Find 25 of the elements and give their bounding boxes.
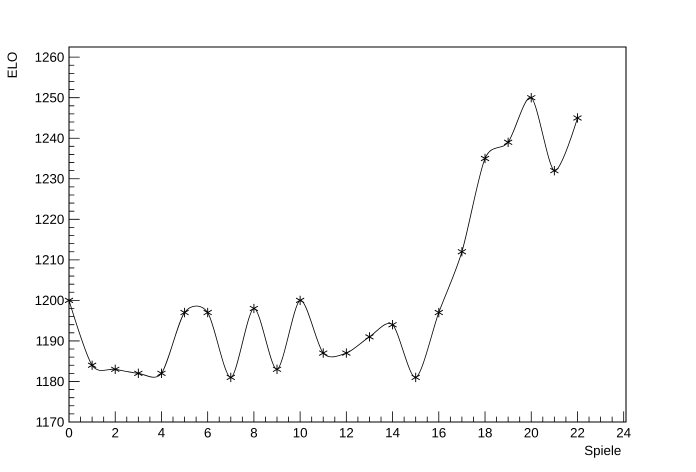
y-tick-label: 1170	[36, 417, 64, 427]
y-tick-label: 1220	[36, 214, 64, 224]
x-tick-label: 10	[294, 428, 308, 438]
x-axis-title: Spiele	[584, 445, 621, 458]
x-tick-label: 6	[204, 428, 211, 438]
x-tick-label: 14	[386, 428, 400, 438]
y-tick-label: 1190	[36, 336, 64, 346]
x-tick-label: 22	[570, 428, 584, 438]
x-tick-label: 12	[340, 428, 354, 438]
y-tick-label: 1180	[36, 376, 64, 386]
y-tick-label: 1240	[36, 134, 64, 143]
y-tick-label: 1260	[36, 52, 64, 62]
x-tick-label: 4	[158, 428, 165, 438]
y-tick-label: 1250	[36, 92, 64, 102]
y-tick-label: 1230	[36, 174, 64, 184]
x-tick-label: 16	[432, 428, 446, 438]
x-tick-label: 18	[478, 428, 492, 438]
y-axis-title: ELO	[8, 52, 17, 78]
x-tick-label: 20	[524, 428, 538, 438]
y-tick-label: 1210	[36, 255, 64, 265]
y-tick-label: 1200	[36, 296, 64, 306]
x-tick-label: 2	[112, 428, 118, 438]
x-tick-label: 0	[66, 428, 72, 438]
x-tick-label: 24	[616, 428, 631, 438]
x-tick-label: 8	[250, 428, 258, 438]
